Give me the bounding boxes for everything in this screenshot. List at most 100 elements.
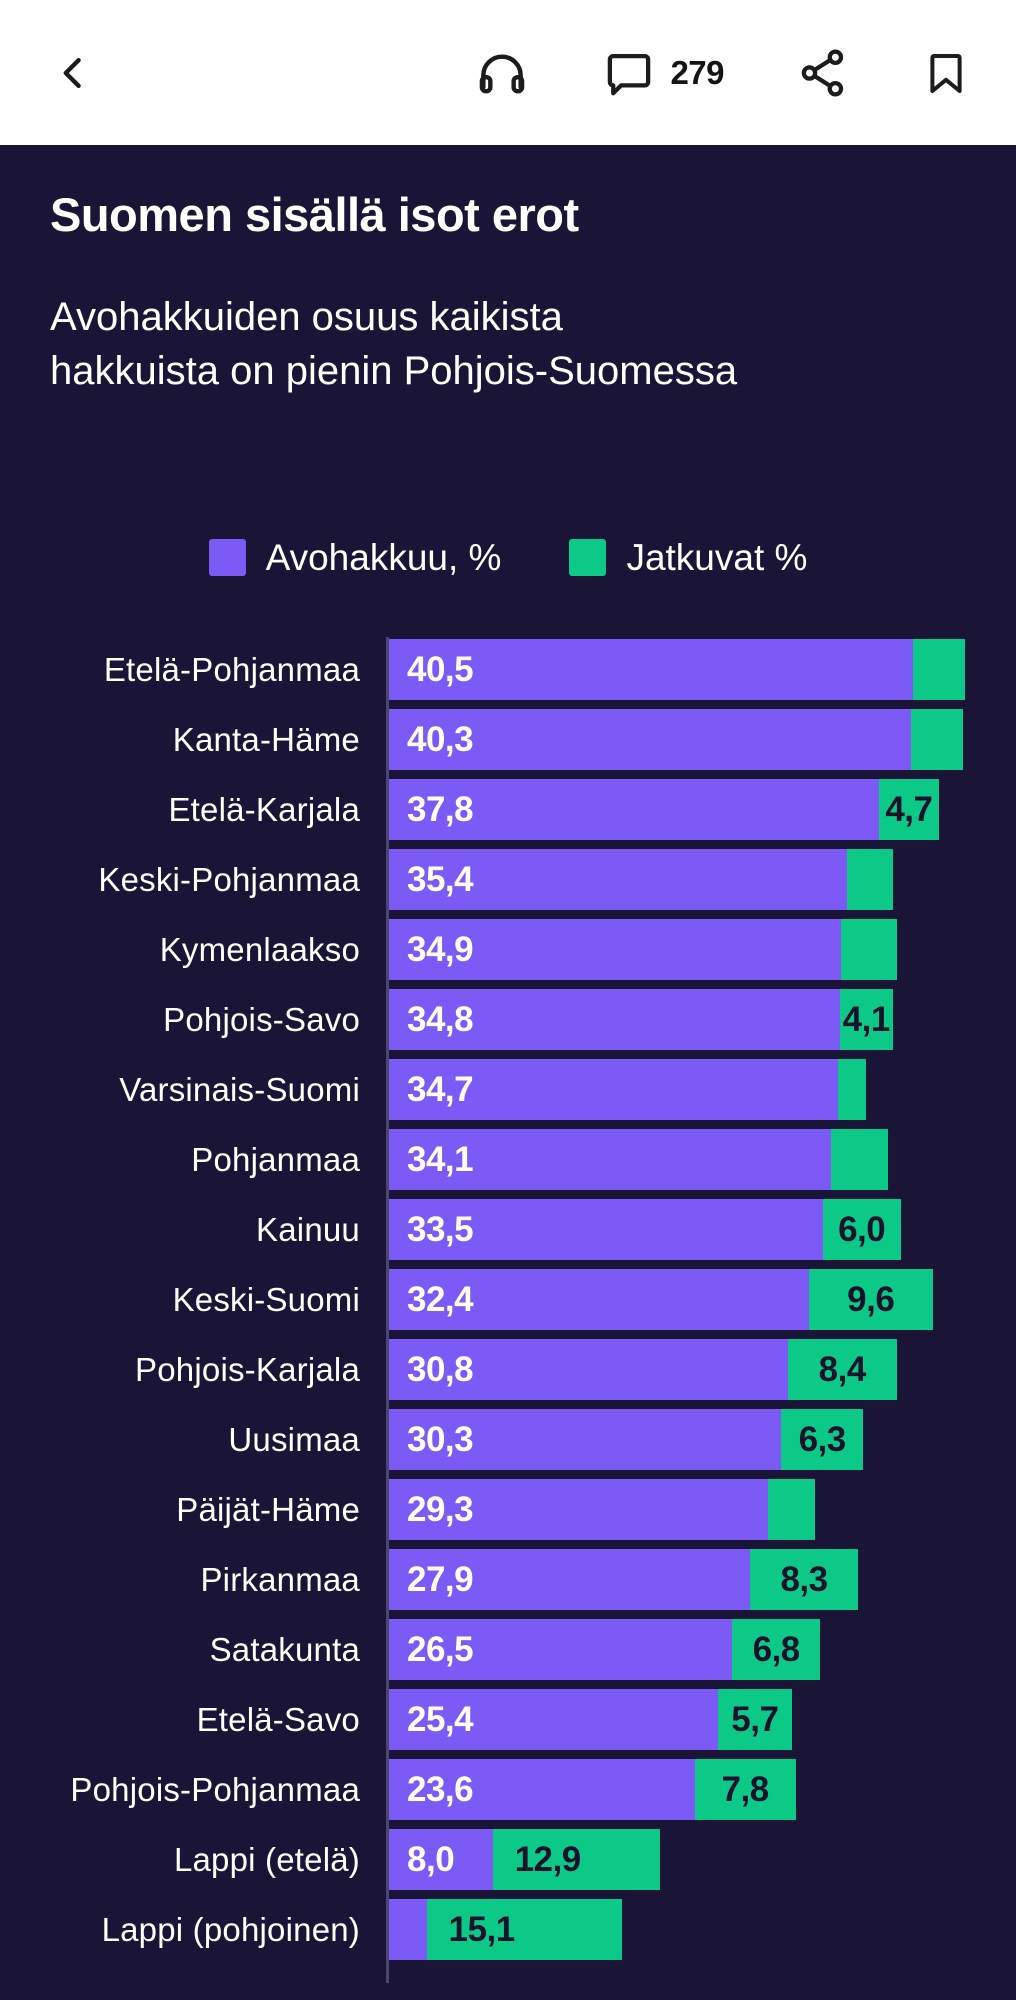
avohakkuu-bar: 34,9 xyxy=(389,919,841,981)
bar-track: 33,5 6,0 xyxy=(389,1199,901,1261)
jatkuvat-bar xyxy=(840,919,897,981)
avohakkuu-bar: 33,5 xyxy=(389,1199,823,1261)
jatkuvat-value: 6,0 xyxy=(838,1209,886,1249)
avohakkuu-bar: 34,8 xyxy=(389,989,840,1051)
chart-row: Kymenlaakso 34,9 xyxy=(40,915,976,985)
legend-label-avohakkuu: Avohakkuu, % xyxy=(265,536,502,578)
jatkuvat-bar: 6,8 xyxy=(732,1619,821,1681)
avohakkuu-value: 27,9 xyxy=(407,1559,474,1599)
jatkuvat-bar: 15,1 xyxy=(426,1899,623,1961)
avohakkuu-value: 26,5 xyxy=(407,1629,474,1669)
category-label: Lappi (pohjoinen) xyxy=(101,1910,360,1948)
avohakkuu-value: 30,3 xyxy=(407,1419,474,1459)
jatkuvat-value: 4,7 xyxy=(885,789,933,829)
chevron-left-icon xyxy=(52,46,96,100)
chart-row: Keski-Pohjanmaa 35,4 xyxy=(40,845,976,915)
chart-row: Pirkanmaa 27,9 8,3 xyxy=(40,1545,976,1615)
avohakkuu-value: 35,4 xyxy=(407,859,474,899)
category-label: Kymenlaakso xyxy=(159,930,360,968)
avohakkuu-bar: 8,0 xyxy=(389,1829,493,1891)
avohakkuu-bar: 40,5 xyxy=(389,639,914,701)
category-label: Pirkanmaa xyxy=(200,1560,360,1598)
bar-track: 34,1 xyxy=(389,1129,888,1191)
subtitle-line-2: hakkuista on pienin Pohjois-Suomessa xyxy=(50,349,738,394)
avohakkuu-value: 23,6 xyxy=(407,1769,474,1809)
chart-row: Kainuu 33,5 6,0 xyxy=(40,1195,976,1265)
headphones-icon xyxy=(474,45,530,101)
avohakkuu-bar: 34,7 xyxy=(389,1059,839,1121)
jatkuvat-bar: 9,6 xyxy=(808,1269,933,1331)
avohakkuu-bar: 27,9 xyxy=(389,1549,751,1611)
jatkuvat-bar: 4,7 xyxy=(878,779,940,841)
chart-row: Pohjois-Savo 34,8 4,1 xyxy=(40,985,976,1055)
chart-row: Satakunta 26,5 6,8 xyxy=(40,1615,976,1685)
bar-track: 15,1 xyxy=(389,1899,623,1961)
avohakkuu-bar: 35,4 xyxy=(389,849,848,911)
bar-track: 40,5 xyxy=(389,639,966,701)
chart-row: Lappi (etelä) 8,0 12,9 xyxy=(40,1825,976,1895)
legend-label-jatkuvat: Jatkuvat % xyxy=(626,536,808,578)
chart-row: Varsinais-Suomi 34,7 xyxy=(40,1055,976,1125)
category-label: Etelä-Savo xyxy=(196,1700,360,1738)
category-label: Lappi (etelä) xyxy=(173,1840,360,1878)
avohakkuu-value: 33,5 xyxy=(407,1209,474,1249)
jatkuvat-bar: 5,7 xyxy=(717,1689,792,1751)
bar-track: 35,4 xyxy=(389,849,893,911)
jatkuvat-value: 12,9 xyxy=(514,1839,582,1879)
avohakkuu-value: 34,8 xyxy=(407,999,474,1039)
jatkuvat-value: 6,8 xyxy=(752,1629,801,1669)
bar-track: 30,8 8,4 xyxy=(389,1339,897,1401)
category-label: Satakunta xyxy=(209,1630,360,1668)
jatkuvat-bar: 4,1 xyxy=(839,989,893,1051)
avohakkuu-bar: 32,4 xyxy=(389,1269,809,1331)
listen-button[interactable] xyxy=(474,45,530,101)
bar-chart: Etelä-Pohjanmaa 40,5 Kanta-Häme 40,3 Etelä-K… xyxy=(40,635,976,1985)
category-label: Pohjois-Savo xyxy=(163,1000,360,1038)
bookmark-button[interactable] xyxy=(922,47,970,99)
category-label: Pohjanmaa xyxy=(191,1140,360,1178)
bar-track: 34,7 xyxy=(389,1059,866,1121)
jatkuvat-bar: 6,3 xyxy=(781,1409,863,1471)
bar-track: 40,3 xyxy=(389,709,963,771)
category-label: Kainuu xyxy=(256,1210,360,1248)
jatkuvat-bar: 8,4 xyxy=(787,1339,897,1401)
speech-bubble-icon xyxy=(602,46,656,100)
page-title: Suomen sisällä isot erot xyxy=(50,188,579,241)
avohakkuu-value: 32,4 xyxy=(407,1279,474,1319)
jatkuvat-value: 6,3 xyxy=(798,1419,847,1459)
chart-rows: Etelä-Pohjanmaa 40,5 Kanta-Häme 40,3 Etelä-K… xyxy=(40,635,976,1965)
jatkuvat-value: 8,3 xyxy=(780,1559,828,1599)
bar-track: 27,9 8,3 xyxy=(389,1549,858,1611)
back-button[interactable] xyxy=(52,46,96,100)
bar-track: 37,8 4,7 xyxy=(389,779,940,841)
bar-track: 25,4 5,7 xyxy=(389,1689,792,1751)
bar-track: 26,5 6,8 xyxy=(389,1619,821,1681)
chart-legend: Avohakkuu, % Jatkuvat % xyxy=(40,537,976,579)
jatkuvat-bar xyxy=(847,849,893,911)
avohakkuu-bar: 25,4 xyxy=(389,1689,718,1751)
avohakkuu-bar: 29,3 xyxy=(389,1479,769,1541)
category-label: Uusimaa xyxy=(228,1420,360,1458)
jatkuvat-value: 5,7 xyxy=(731,1699,779,1739)
category-label: Pohjois-Karjala xyxy=(135,1350,360,1388)
chart-row: Lappi (pohjoinen) 15,1 xyxy=(40,1895,976,1965)
jatkuvat-bar: 6,0 xyxy=(822,1199,901,1261)
avohakkuu-value: 40,5 xyxy=(407,649,474,689)
comments-button[interactable]: 279 xyxy=(602,46,724,100)
bar-track: 32,4 9,6 xyxy=(389,1269,933,1331)
chart-row: Päijät-Häme 29,3 xyxy=(40,1475,976,1545)
app-bar: 279 xyxy=(0,0,1016,145)
chart-row: Pohjanmaa 34,1 xyxy=(40,1125,976,1195)
bar-track: 8,0 12,9 xyxy=(389,1829,660,1891)
jatkuvat-value: 15,1 xyxy=(448,1909,516,1949)
category-label: Varsinais-Suomi xyxy=(119,1070,360,1108)
chart-row: Keski-Suomi 32,4 9,6 xyxy=(40,1265,976,1335)
bar-track: 34,8 4,1 xyxy=(389,989,893,1051)
avohakkuu-bar: 26,5 xyxy=(389,1619,733,1681)
comments-count: 279 xyxy=(670,53,724,91)
chart-row: Kanta-Häme 40,3 xyxy=(40,705,976,775)
chart-row: Pohjois-Pohjanmaa 23,6 7,8 xyxy=(40,1755,976,1825)
jatkuvat-bar: 8,3 xyxy=(750,1549,858,1611)
share-button[interactable] xyxy=(796,46,850,100)
avohakkuu-bar: 30,8 xyxy=(389,1339,788,1401)
